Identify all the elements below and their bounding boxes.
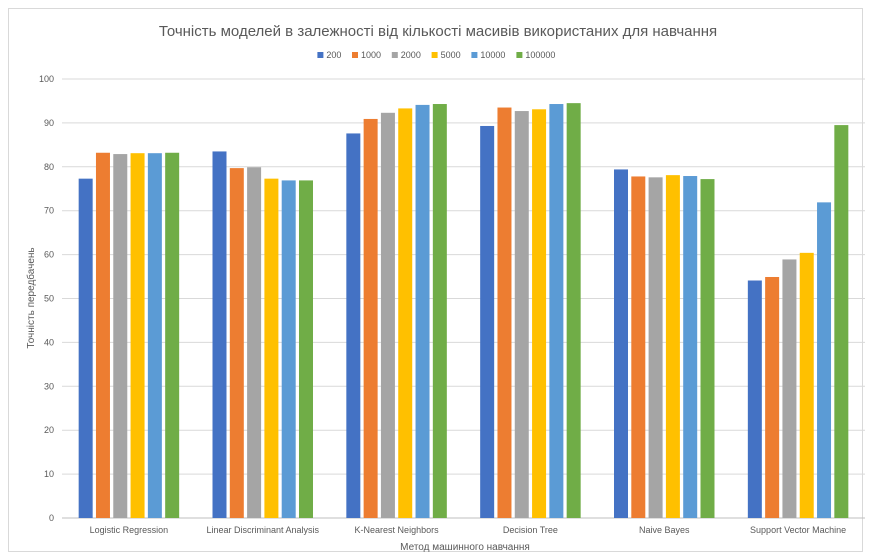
- bars: [78, 103, 849, 519]
- y-axis-label: Точність передбачень: [25, 247, 37, 348]
- bar: [765, 276, 780, 518]
- bar: [665, 175, 680, 519]
- bar: [212, 151, 227, 518]
- legend-label: 5000: [441, 50, 461, 60]
- bar: [247, 167, 262, 518]
- bar: [130, 153, 145, 519]
- bar: [78, 178, 93, 518]
- y-axis-ticks: 0 10 20 30 40 50 60 70 80 90 100: [39, 74, 54, 523]
- bar: [165, 152, 180, 518]
- bar: [147, 153, 162, 519]
- y-tick-label: 10: [44, 469, 54, 479]
- bar: [346, 133, 361, 518]
- y-tick-label: 50: [44, 294, 54, 304]
- bar: [834, 125, 849, 518]
- bar: [532, 109, 547, 518]
- x-category-label: Decision Tree: [503, 525, 558, 535]
- x-category-label: K-Nearest Neighbors: [355, 525, 440, 535]
- legend-swatch: [391, 52, 398, 58]
- chart-title: Точність моделей в залежності від кілько…: [159, 23, 717, 40]
- x-axis-label: Метод машинного навчання: [400, 542, 530, 553]
- bar: [363, 118, 378, 518]
- bar: [747, 280, 762, 518]
- bar: [631, 176, 646, 518]
- bar: [566, 103, 581, 519]
- bar: [817, 202, 832, 518]
- legend-swatch: [431, 52, 438, 58]
- x-category-label: Linear Discriminant Analysis: [206, 525, 319, 535]
- legend-swatch: [352, 52, 358, 58]
- legend-label: 2000: [401, 50, 421, 60]
- x-axis-categories: Logistic Regression Linear Discriminant A…: [90, 525, 846, 535]
- legend-label: 100000: [525, 50, 555, 60]
- bar: [497, 107, 512, 518]
- y-tick-label: 40: [44, 337, 54, 347]
- legend-swatch: [471, 52, 478, 58]
- bar: [432, 104, 447, 518]
- bar: [415, 104, 430, 518]
- y-tick-label: 20: [44, 425, 54, 435]
- legend-swatch: [317, 52, 324, 58]
- legend-label: 10000: [480, 50, 505, 60]
- y-tick-label: 80: [44, 162, 54, 172]
- bar: [113, 154, 128, 518]
- legend-swatch: [516, 52, 523, 58]
- bar: [799, 252, 814, 518]
- bar: [299, 180, 313, 518]
- bar: [549, 104, 564, 518]
- bar: [683, 176, 698, 519]
- y-tick-label: 60: [44, 250, 54, 260]
- x-category-label: Logistic Regression: [90, 525, 169, 535]
- y-tick-label: 90: [44, 118, 54, 128]
- y-tick-label: 30: [44, 381, 54, 391]
- bar: [229, 168, 244, 518]
- y-tick-label: 0: [49, 513, 54, 523]
- gridlines: [62, 78, 865, 519]
- bar: [514, 111, 529, 518]
- legend-label: 1000: [361, 50, 381, 60]
- bar: [700, 179, 715, 519]
- legend-label: 200: [326, 50, 341, 60]
- bar: [480, 125, 495, 519]
- y-tick-label: 100: [39, 74, 54, 84]
- legend: 200 1000 2000 5000 10000 100000: [317, 50, 555, 60]
- bar: [264, 178, 279, 518]
- bar: [648, 177, 663, 518]
- bar: [782, 259, 797, 518]
- bar: [398, 108, 413, 519]
- bar: [614, 169, 628, 518]
- bar: [281, 180, 296, 518]
- x-category-label: Naive Bayes: [639, 525, 690, 535]
- bar: [95, 152, 110, 518]
- y-tick-label: 70: [44, 206, 54, 216]
- x-category-label: Support Vector Machine: [750, 525, 846, 535]
- bar: [380, 112, 395, 518]
